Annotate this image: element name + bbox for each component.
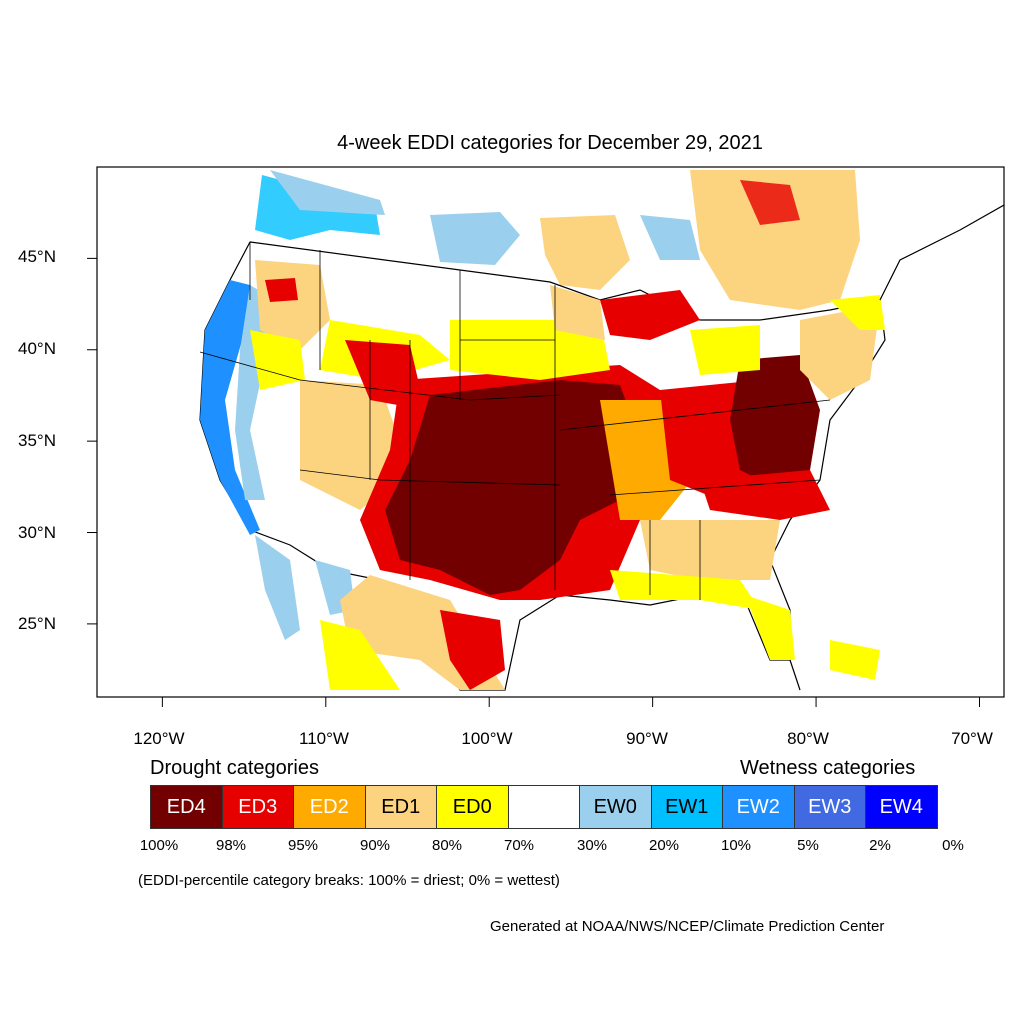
cuba-ed0-region	[830, 640, 880, 680]
legend-box-ed3: ED3	[221, 785, 294, 829]
legend-box-ew1: EW1	[650, 785, 723, 829]
break-label: 80%	[431, 837, 463, 854]
mexico-ed0-region	[320, 620, 400, 690]
lon-label-80: 80°W	[787, 729, 829, 748]
great-lakes-ed3-region	[600, 290, 700, 340]
plains-ed4-region	[385, 380, 640, 595]
legend-box-ew4: EW4	[865, 785, 938, 829]
credit-line: Generated at NOAA/NWS/NCEP/Climate Predi…	[490, 918, 885, 935]
wetness-categories-heading: Wetness categories	[740, 757, 916, 779]
drought-categories-heading: Drought categories	[150, 757, 319, 779]
lon-label-120: 120°W	[133, 729, 185, 748]
lat-label-40: 40°N	[18, 339, 56, 358]
appalachia-ed4-region	[730, 355, 820, 490]
northwest-ed3-region	[265, 278, 298, 302]
break-label: 10%	[720, 837, 752, 854]
legend-box-ed1: ED1	[364, 785, 437, 829]
break-label: 95%	[287, 837, 319, 854]
coastline-east	[879, 204, 1004, 301]
southeast-ed3-region	[700, 470, 830, 520]
map-frame	[96, 166, 1005, 698]
northwest-ed0-region	[250, 330, 305, 390]
lat-label-45: 45°N	[18, 247, 56, 266]
legend-box-ed4: ED4	[150, 785, 223, 829]
florida-ed0-region	[745, 595, 795, 660]
lon-label-100: 100°W	[461, 729, 513, 748]
dakotas-ed0-region	[450, 320, 610, 380]
break-label: 5%	[797, 837, 819, 854]
lon-label-110: 110°W	[299, 729, 349, 748]
mexico-west-wet-region	[255, 535, 300, 640]
coastline-florida-keys	[789, 659, 801, 691]
break-label: 98%	[215, 837, 247, 854]
break-label: 2%	[869, 837, 891, 854]
break-label: 0%	[942, 837, 964, 854]
michigan-ed0-region	[690, 325, 760, 375]
map-title: 4-week EDDI categories for December 29, …	[337, 132, 763, 154]
lat-label-25: 25°N	[18, 614, 56, 633]
canada-east-red-region	[740, 180, 800, 225]
break-label: 30%	[576, 837, 608, 854]
lat-label-30: 30°N	[18, 523, 56, 542]
state-boundaries	[199, 242, 831, 600]
legend-box-ew0: EW0	[579, 785, 652, 829]
legend-box-ew3: EW3	[793, 785, 866, 829]
west-coast-wet-region	[200, 280, 260, 535]
break-label: 90%	[359, 837, 391, 854]
canada-east-wet-region	[640, 215, 700, 260]
canada-east-dry-region	[690, 170, 860, 310]
legend-box-ew2: EW2	[722, 785, 795, 829]
category-breaks-note: (EDDI-percentile category breaks: 100% =…	[138, 872, 560, 889]
southeast-ed1-region	[640, 520, 780, 580]
northeast-ed0-region	[830, 295, 885, 330]
lon-label-90: 90°W	[626, 729, 668, 748]
minnesota-ed1-region	[550, 285, 605, 340]
canada-dry-region	[540, 215, 630, 290]
canada-central-wet-region	[430, 212, 520, 265]
legend-box-neutral	[507, 785, 580, 829]
lon-label-70: 70°W	[951, 729, 993, 748]
canada-west-light-wet-region	[270, 170, 385, 215]
break-label: 100%	[139, 837, 179, 854]
axis-ticks	[87, 257, 980, 707]
category-legend: ED4 ED3 ED2 ED1 ED0 EW0 EW1 EW2 EW3 EW4	[150, 785, 938, 831]
legend-box-ed0: ED0	[436, 785, 509, 829]
gulf-ed0-region	[610, 570, 760, 610]
lat-label-35: 35°N	[18, 431, 56, 450]
legend-box-ed2: ED2	[293, 785, 366, 829]
break-label: 20%	[648, 837, 680, 854]
break-label: 70%	[503, 837, 535, 854]
texas-south-ed3-region	[440, 610, 505, 690]
